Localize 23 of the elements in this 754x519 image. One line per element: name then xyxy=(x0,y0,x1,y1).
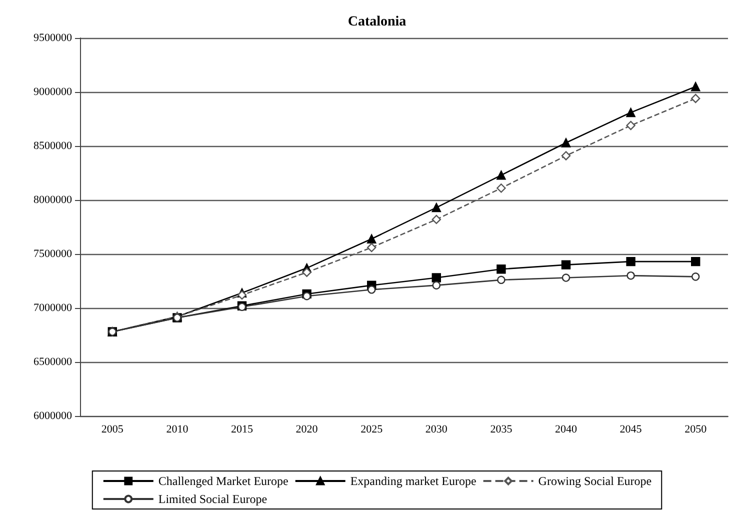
y-tick-label: 7000000 xyxy=(34,302,72,314)
y-tick-label: 8000000 xyxy=(34,194,72,206)
legend-label: Limited Social Europe xyxy=(158,492,268,506)
x-tick-label: 2030 xyxy=(425,424,448,436)
x-tick-label: 2005 xyxy=(101,424,124,436)
legend-label: Expanding market Europe xyxy=(350,474,476,488)
y-tick-label: 9000000 xyxy=(34,86,72,98)
y-tick-label: 9500000 xyxy=(34,32,72,44)
y-tick-label: 6500000 xyxy=(34,356,72,368)
x-tick-label: 2010 xyxy=(166,424,189,436)
x-tick-label: 2025 xyxy=(360,424,384,436)
x-tick-label: 2050 xyxy=(684,424,708,436)
y-tick-label: 6000000 xyxy=(34,410,72,422)
x-tick-label: 2035 xyxy=(490,424,513,436)
y-tick-label: 8500000 xyxy=(34,140,72,152)
x-tick-label: 2015 xyxy=(231,424,254,436)
x-tick-label: 2045 xyxy=(620,424,642,436)
y-tick-label: 7500000 xyxy=(34,248,72,260)
legend-label: Challenged Market Europe xyxy=(158,474,288,488)
chart-title: Catalonia xyxy=(348,14,406,30)
x-tick-label: 2020 xyxy=(296,424,318,436)
x-tick-label: 2040 xyxy=(555,424,578,436)
legend-label: Growing Social Europe xyxy=(538,474,652,488)
